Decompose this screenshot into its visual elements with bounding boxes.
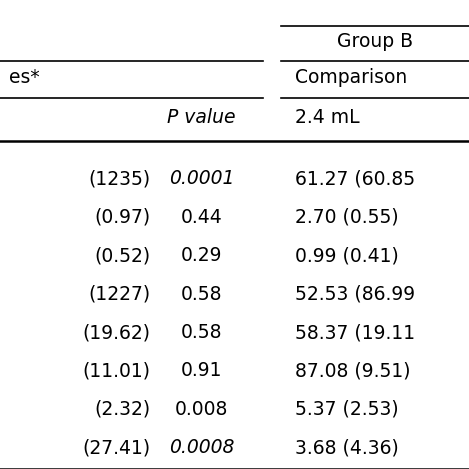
Text: 0.58: 0.58 [181,323,222,342]
Text: 87.08 (9.51): 87.08 (9.51) [295,362,411,380]
Text: 0.58: 0.58 [181,285,222,303]
Text: (27.41): (27.41) [82,439,150,457]
Text: 58.37 (19.11: 58.37 (19.11 [295,323,416,342]
Text: 0.0008: 0.0008 [169,439,234,457]
Text: 2.4 mL: 2.4 mL [295,108,360,127]
Text: (2.32): (2.32) [94,400,150,419]
Text: Comparison: Comparison [295,68,408,87]
Text: 2.70 (0.55): 2.70 (0.55) [295,208,399,227]
Text: 52.53 (86.99: 52.53 (86.99 [295,285,416,303]
Text: 0.99 (0.41): 0.99 (0.41) [295,246,399,265]
Text: 0.44: 0.44 [181,208,223,227]
Text: 0.0001: 0.0001 [169,169,234,188]
Text: P value: P value [167,108,236,127]
Text: es*: es* [9,68,40,87]
Text: (11.01): (11.01) [82,362,150,380]
Text: 0.91: 0.91 [181,362,222,380]
Text: 61.27 (60.85: 61.27 (60.85 [295,169,416,188]
Text: (19.62): (19.62) [82,323,150,342]
Text: (1227): (1227) [88,285,150,303]
Text: 3.68 (4.36): 3.68 (4.36) [295,439,399,457]
Text: 0.29: 0.29 [181,246,222,265]
Text: (0.52): (0.52) [94,246,150,265]
Text: (0.97): (0.97) [94,208,150,227]
Text: Group B: Group B [337,31,413,51]
Text: 0.008: 0.008 [175,400,228,419]
Text: (1235): (1235) [88,169,150,188]
Text: 5.37 (2.53): 5.37 (2.53) [295,400,399,419]
